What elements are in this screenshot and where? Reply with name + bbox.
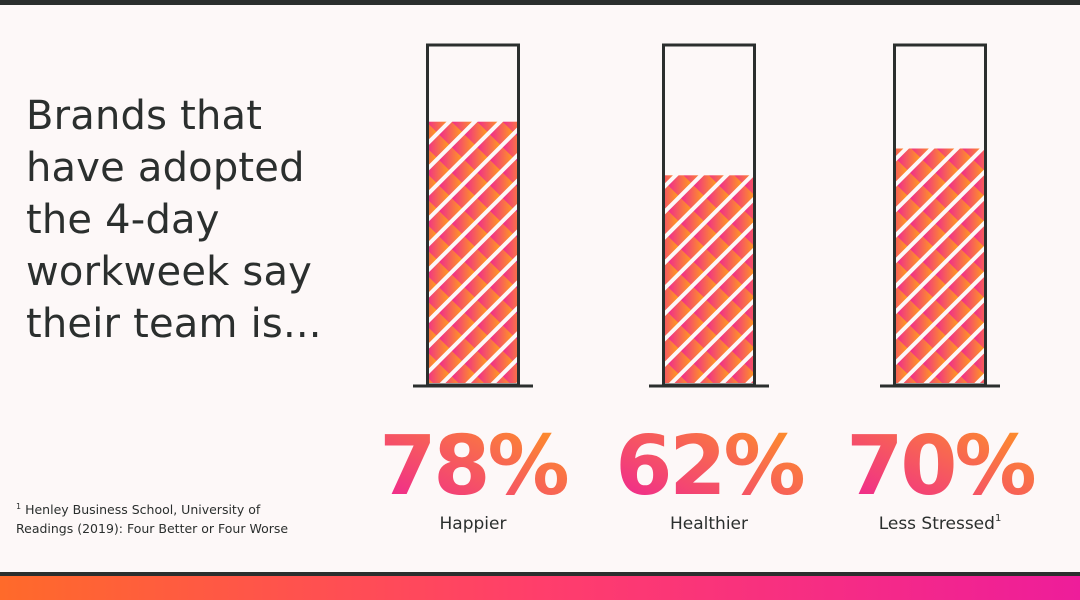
bar-fill-healthier [665,175,753,383]
footnote-marker: 1 [16,502,22,511]
category-label: Healthier [670,514,748,534]
value-label: 62% [615,419,803,514]
category-label: Less Stressed1 [879,513,1002,534]
category-label: Happier [440,514,507,534]
value-label: 78% [379,419,567,514]
bar-fill-happier [429,121,517,383]
value-label: 70% [846,419,1034,514]
top-border [0,0,1080,5]
bottom-bar [0,572,1080,600]
bar-fill-less-stressed [896,148,984,383]
headline: Brands that have adopted the 4-day workw… [26,93,322,347]
footnote-text: Henley Business School, University of Re… [16,502,289,537]
bar-chart: 78%Happier 62%Healthier 70%Less Stressed1 [379,43,1037,534]
footnote: 1 Henley Business School, University of R… [16,497,306,538]
